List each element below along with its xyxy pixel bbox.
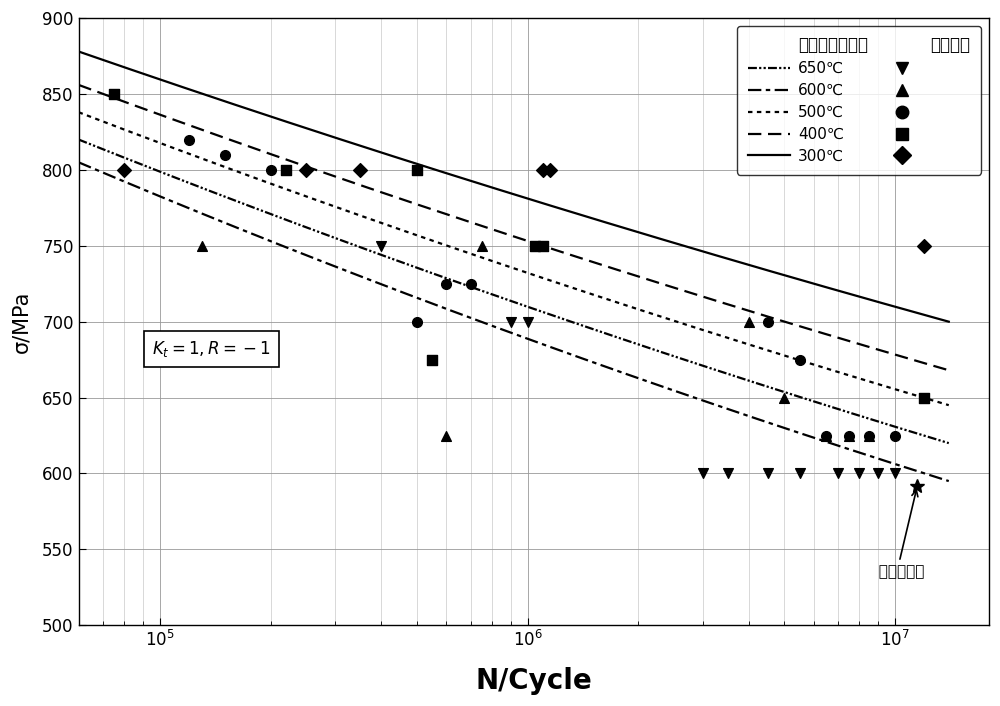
Point (409, 164, 425, 176)
Point (760, 316, 776, 328)
Point (106, 88, 122, 100)
Point (527, 240, 543, 251)
Point (741, 316, 757, 328)
Point (373, 240, 389, 251)
Point (424, 354, 440, 365)
Point (695, 468, 711, 479)
Point (535, 240, 551, 251)
Point (263, 164, 279, 176)
Point (116, 164, 132, 176)
Point (887, 430, 903, 441)
Point (520, 316, 536, 328)
Point (463, 278, 479, 289)
Point (916, 240, 932, 251)
Point (194, 240, 210, 251)
Point (861, 430, 877, 441)
Point (438, 278, 454, 289)
Point (503, 316, 519, 328)
Point (776, 392, 792, 403)
Point (818, 430, 834, 441)
Point (278, 164, 294, 176)
Point (916, 392, 932, 403)
Text: 溢出循环数: 溢出循环数 (869, 490, 925, 580)
Y-axis label: σ/MPa: σ/MPa (11, 290, 31, 353)
Point (217, 149, 233, 160)
Text: $K_{t}=1, R=-1$: $K_{t}=1, R=-1$ (152, 339, 271, 359)
Point (760, 468, 776, 479)
Point (851, 468, 867, 479)
X-axis label: N/Cycle: N/Cycle (475, 667, 592, 695)
Point (298, 164, 314, 176)
Point (841, 430, 857, 441)
Point (474, 240, 490, 251)
Point (870, 468, 886, 479)
Point (792, 354, 808, 365)
Point (818, 430, 834, 441)
Point (542, 164, 558, 176)
Point (352, 164, 368, 176)
Point (887, 468, 903, 479)
Point (720, 468, 736, 479)
Point (830, 468, 846, 479)
Legend: 本方法处理结果, 650℃, 600℃, 500℃, 400℃, 300℃, 原始数据, , , , , : 本方法处理结果, 650℃, 600℃, 500℃, 400℃, 300℃, 原… (737, 25, 981, 174)
Point (861, 430, 877, 441)
Point (792, 468, 808, 479)
Point (438, 430, 454, 441)
Point (181, 134, 197, 145)
Point (409, 316, 425, 328)
Point (535, 164, 551, 176)
Point (841, 430, 857, 441)
